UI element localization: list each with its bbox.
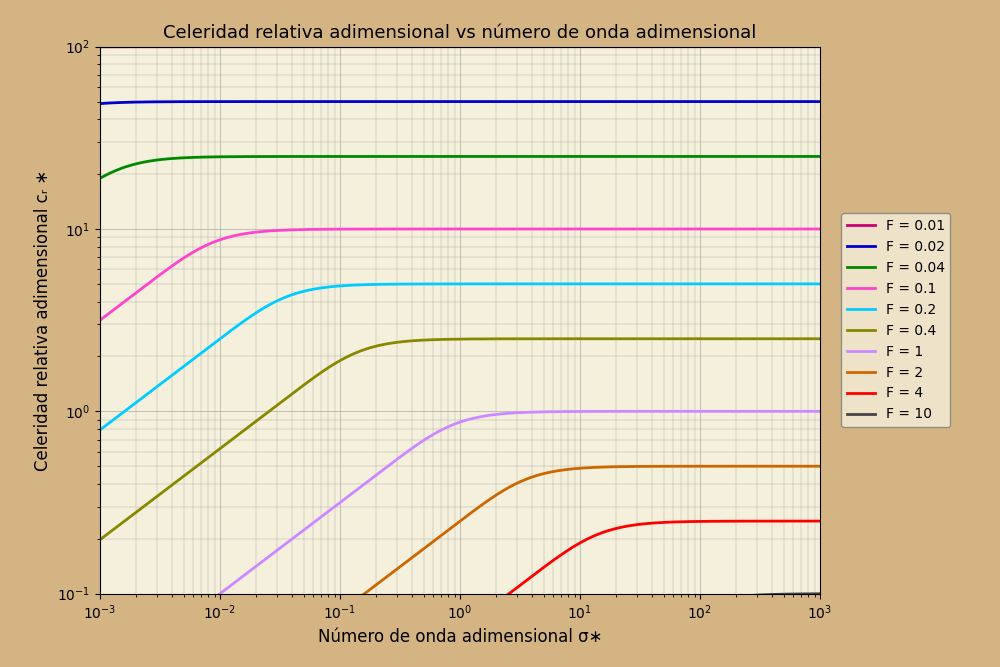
- F = 0.04: [425, 153, 437, 161]
- F = 10: [793, 590, 805, 598]
- F = 2: [444, 525, 456, 533]
- F = 0.01: [661, 43, 673, 51]
- F = 0.2: [444, 280, 456, 288]
- F = 0.01: [131, 43, 143, 51]
- F = 0.01: [814, 43, 826, 51]
- F = 2: [814, 462, 826, 470]
- X-axis label: Número de onda adimensional σ∗: Número de onda adimensional σ∗: [318, 628, 602, 646]
- F = 0.4: [444, 336, 456, 344]
- Line: F = 2: F = 2: [100, 466, 820, 667]
- F = 0.2: [425, 280, 437, 288]
- Line: F = 0.02: F = 0.02: [100, 101, 820, 103]
- F = 2: [793, 462, 805, 470]
- F = 4: [793, 517, 805, 525]
- Line: F = 4: F = 4: [100, 521, 820, 667]
- F = 0.4: [814, 335, 826, 343]
- Line: F = 0.1: F = 0.1: [100, 229, 820, 320]
- F = 2: [425, 539, 437, 547]
- F = 0.2: [814, 280, 826, 288]
- F = 2: [661, 462, 673, 470]
- F = 2: [793, 462, 805, 470]
- F = 0.01: [94, 43, 106, 51]
- F = 0.04: [444, 153, 456, 161]
- F = 0.04: [131, 159, 143, 167]
- F = 0.1: [444, 225, 456, 233]
- Line: F = 0.04: F = 0.04: [100, 157, 820, 178]
- F = 0.1: [94, 316, 106, 324]
- F = 0.4: [425, 336, 437, 344]
- F = 0.01: [814, 43, 826, 51]
- F = 1: [444, 422, 456, 430]
- F = 1: [425, 432, 437, 440]
- F = 1: [661, 408, 673, 416]
- F = 0.1: [425, 225, 437, 233]
- F = 10: [814, 590, 826, 598]
- F = 4: [425, 649, 437, 657]
- F = 0.01: [793, 43, 805, 51]
- Legend: F = 0.01, F = 0.02, F = 0.04, F = 0.1, F = 0.2, F = 0.4, F = 1, F = 2, F = 4, F : F = 0.01, F = 0.02, F = 0.04, F = 0.1, F…: [841, 213, 950, 427]
- F = 10: [793, 590, 805, 598]
- F = 1: [814, 408, 826, 416]
- F = 4: [814, 517, 826, 525]
- F = 0.04: [793, 153, 805, 161]
- F = 1: [793, 408, 805, 416]
- Title: Celeridad relativa adimensional vs número de onda adimensional: Celeridad relativa adimensional vs númer…: [163, 25, 757, 43]
- F = 4: [444, 634, 456, 642]
- F = 4: [793, 517, 805, 525]
- F = 1: [131, 653, 143, 661]
- F = 0.4: [661, 335, 673, 343]
- F = 0.04: [814, 153, 826, 161]
- F = 0.2: [793, 280, 805, 288]
- F = 0.04: [793, 153, 805, 161]
- F = 0.02: [131, 98, 143, 106]
- Line: F = 0.2: F = 0.2: [100, 284, 820, 430]
- Line: F = 0.4: F = 0.4: [100, 339, 820, 540]
- F = 0.2: [661, 280, 673, 288]
- F = 0.02: [793, 97, 805, 105]
- F = 0.4: [131, 508, 143, 516]
- F = 0.04: [661, 153, 673, 161]
- F = 0.2: [94, 426, 106, 434]
- Line: F = 10: F = 10: [100, 594, 820, 667]
- F = 0.1: [793, 225, 805, 233]
- F = 4: [661, 518, 673, 526]
- F = 0.4: [94, 536, 106, 544]
- F = 0.01: [444, 43, 456, 51]
- F = 0.04: [94, 174, 106, 182]
- F = 0.02: [793, 97, 805, 105]
- F = 0.4: [793, 335, 805, 343]
- Line: F = 1: F = 1: [100, 412, 820, 667]
- F = 0.02: [425, 97, 437, 105]
- F = 0.2: [793, 280, 805, 288]
- F = 0.2: [131, 398, 143, 406]
- F = 0.02: [94, 99, 106, 107]
- Y-axis label: Celeridad relativa adimensional cᵣ ∗: Celeridad relativa adimensional cᵣ ∗: [34, 169, 52, 471]
- F = 0.02: [661, 97, 673, 105]
- F = 0.1: [793, 225, 805, 233]
- F = 0.1: [814, 225, 826, 233]
- F = 10: [661, 616, 673, 624]
- F = 0.01: [793, 43, 805, 51]
- F = 0.1: [661, 225, 673, 233]
- F = 0.02: [444, 97, 456, 105]
- F = 0.4: [793, 335, 805, 343]
- F = 0.1: [131, 288, 143, 296]
- F = 0.02: [814, 97, 826, 105]
- F = 0.01: [425, 43, 437, 51]
- F = 1: [793, 408, 805, 416]
